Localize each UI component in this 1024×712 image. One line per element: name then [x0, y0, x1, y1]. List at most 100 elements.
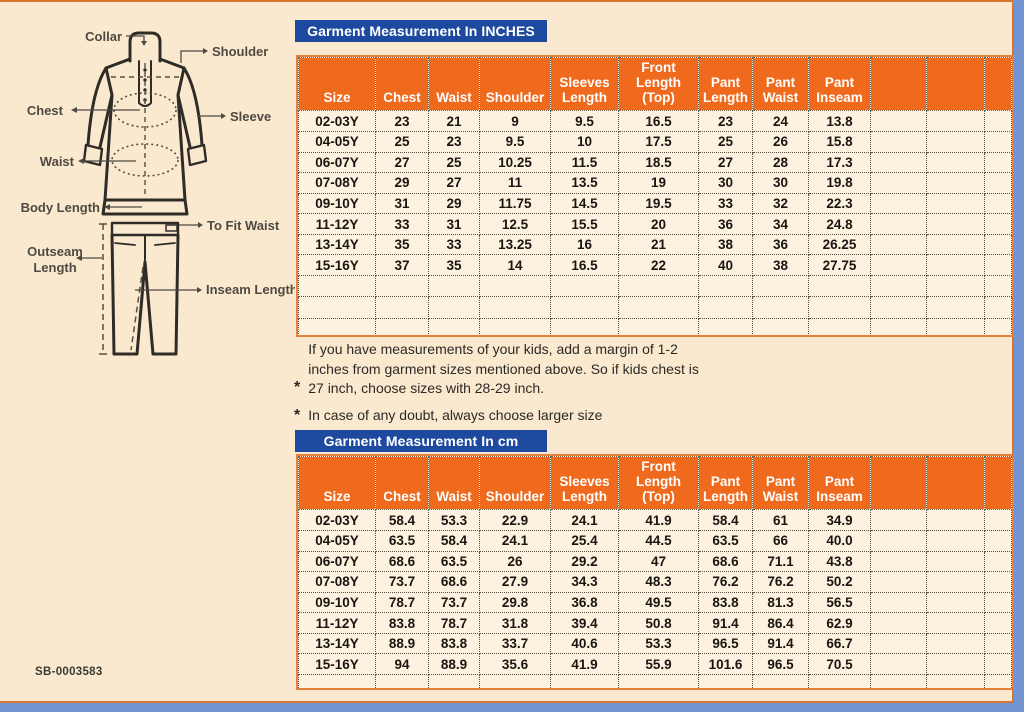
empty-cell	[698, 275, 753, 298]
style-code: SB-0003583	[35, 666, 103, 678]
empty-cell	[870, 254, 927, 277]
value-cell: 88.9	[428, 653, 480, 676]
value-cell: 36.8	[550, 591, 619, 614]
empty-cell	[926, 529, 985, 552]
value-cell: 35.6	[479, 653, 551, 676]
size-cell: 13-14Y	[298, 233, 376, 256]
empty-cell	[984, 550, 1012, 573]
empty-cell	[984, 130, 1012, 153]
value-cell: 13.5	[550, 172, 619, 194]
empty-cell	[698, 317, 753, 335]
value-cell: 15.5	[550, 213, 619, 235]
empty-cell	[984, 509, 1012, 531]
empty-cell	[752, 296, 809, 319]
value-cell: 96.5	[698, 632, 753, 655]
value-cell: 76.2	[698, 571, 753, 593]
value-cell: 11.5	[550, 151, 619, 174]
value-cell: 16.5	[618, 110, 699, 132]
value-cell: 50.2	[808, 571, 871, 593]
value-cell: 29	[428, 192, 480, 215]
table-row: 07-08Y 73.7 68.6 27.9 34.3 48.3 76.2 76.2 50.2	[298, 571, 1012, 593]
empty-cell	[375, 275, 429, 298]
empty-cell	[984, 632, 1012, 655]
column-header: Size	[298, 456, 376, 511]
value-cell: 40	[698, 254, 753, 277]
empty-cell	[618, 317, 699, 335]
empty-cell	[870, 296, 927, 319]
value-cell: 17.3	[808, 151, 871, 174]
empty-cell	[698, 296, 753, 319]
value-cell: 41.9	[550, 653, 619, 676]
empty-header-cell	[984, 57, 1012, 112]
body-length-label: Body Length	[21, 200, 100, 215]
empty-cell	[926, 674, 985, 688]
empty-cell	[870, 110, 927, 132]
empty-cell	[870, 591, 927, 614]
value-cell: 47	[618, 550, 699, 573]
empty-cell	[870, 213, 927, 235]
value-cell: 24.1	[550, 509, 619, 531]
leader-lines	[71, 35, 226, 293]
empty-header-cell	[926, 456, 985, 511]
column-header: Waist	[428, 456, 480, 511]
value-cell: 16	[550, 233, 619, 256]
value-cell: 24.1	[479, 529, 551, 552]
empty-cell	[926, 317, 985, 335]
value-cell: 10	[550, 130, 619, 153]
asterisk-bullet: *	[294, 378, 301, 396]
value-cell: 16.5	[550, 254, 619, 277]
size-cell: 09-10Y	[298, 591, 376, 614]
table-row: 04-05Y 25 23 9.5 10 17.5 25 26 15.8	[298, 130, 1012, 153]
note-margin-advice: * If you have measurements of your kids,…	[294, 340, 704, 399]
value-cell: 48.3	[618, 571, 699, 593]
value-cell: 29	[375, 172, 429, 194]
value-cell: 21	[428, 110, 480, 132]
empty-cell	[618, 275, 699, 298]
column-header: Pant Length	[698, 456, 753, 511]
value-cell: 27.9	[479, 571, 551, 593]
value-cell: 25	[375, 130, 429, 153]
header-row: Size Chest Waist Shoulder Sleeves Length Fron…	[298, 456, 1012, 511]
table-row: 06-07Y 27 25 10.25 11.5 18.5 27 28 17.3	[298, 151, 1012, 174]
value-cell: 22.3	[808, 192, 871, 215]
value-cell: 23	[375, 110, 429, 132]
value-cell: 66	[752, 529, 809, 552]
size-cell: 02-03Y	[298, 110, 376, 132]
empty-cell	[926, 192, 985, 215]
value-cell: 13.25	[479, 233, 551, 256]
empty-cell	[984, 571, 1012, 593]
value-cell: 49.5	[618, 591, 699, 614]
empty-cell	[926, 653, 985, 676]
size-cell: 11-12Y	[298, 612, 376, 634]
empty-cell	[926, 275, 985, 298]
empty-cell	[926, 213, 985, 235]
column-header: Pant Inseam	[808, 57, 871, 112]
value-cell: 26	[479, 550, 551, 573]
empty-cell	[926, 130, 985, 153]
value-cell: 56.5	[808, 591, 871, 614]
value-cell: 19	[618, 172, 699, 194]
value-cell: 26.25	[808, 233, 871, 256]
empty-cell	[870, 529, 927, 552]
table-row: 07-08Y 29 27 11 13.5 19 30 30 19.8	[298, 172, 1012, 194]
note-text: In case of any doubt, always choose larg…	[308, 407, 603, 423]
size-cell: 15-16Y	[298, 254, 376, 277]
value-cell: 19.8	[808, 172, 871, 194]
cm-table-title: Garment Measurement In cm	[295, 430, 547, 452]
empty-header-cell	[870, 456, 927, 511]
empty-cell	[479, 674, 551, 688]
empty-cell	[428, 275, 480, 298]
value-cell: 29.8	[479, 591, 551, 614]
table-row: 02-03Y 23 21 9 9.5 16.5 23 24 13.8	[298, 110, 1012, 132]
value-cell: 86.4	[752, 612, 809, 634]
value-cell: 32	[752, 192, 809, 215]
value-cell: 17.5	[618, 130, 699, 153]
column-header: Pant Waist	[752, 57, 809, 112]
value-cell: 18.5	[618, 151, 699, 174]
value-cell: 53.3	[428, 509, 480, 531]
empty-cell	[808, 275, 871, 298]
empty-header-cell	[984, 456, 1012, 511]
value-cell: 13.8	[808, 110, 871, 132]
value-cell: 43.8	[808, 550, 871, 573]
